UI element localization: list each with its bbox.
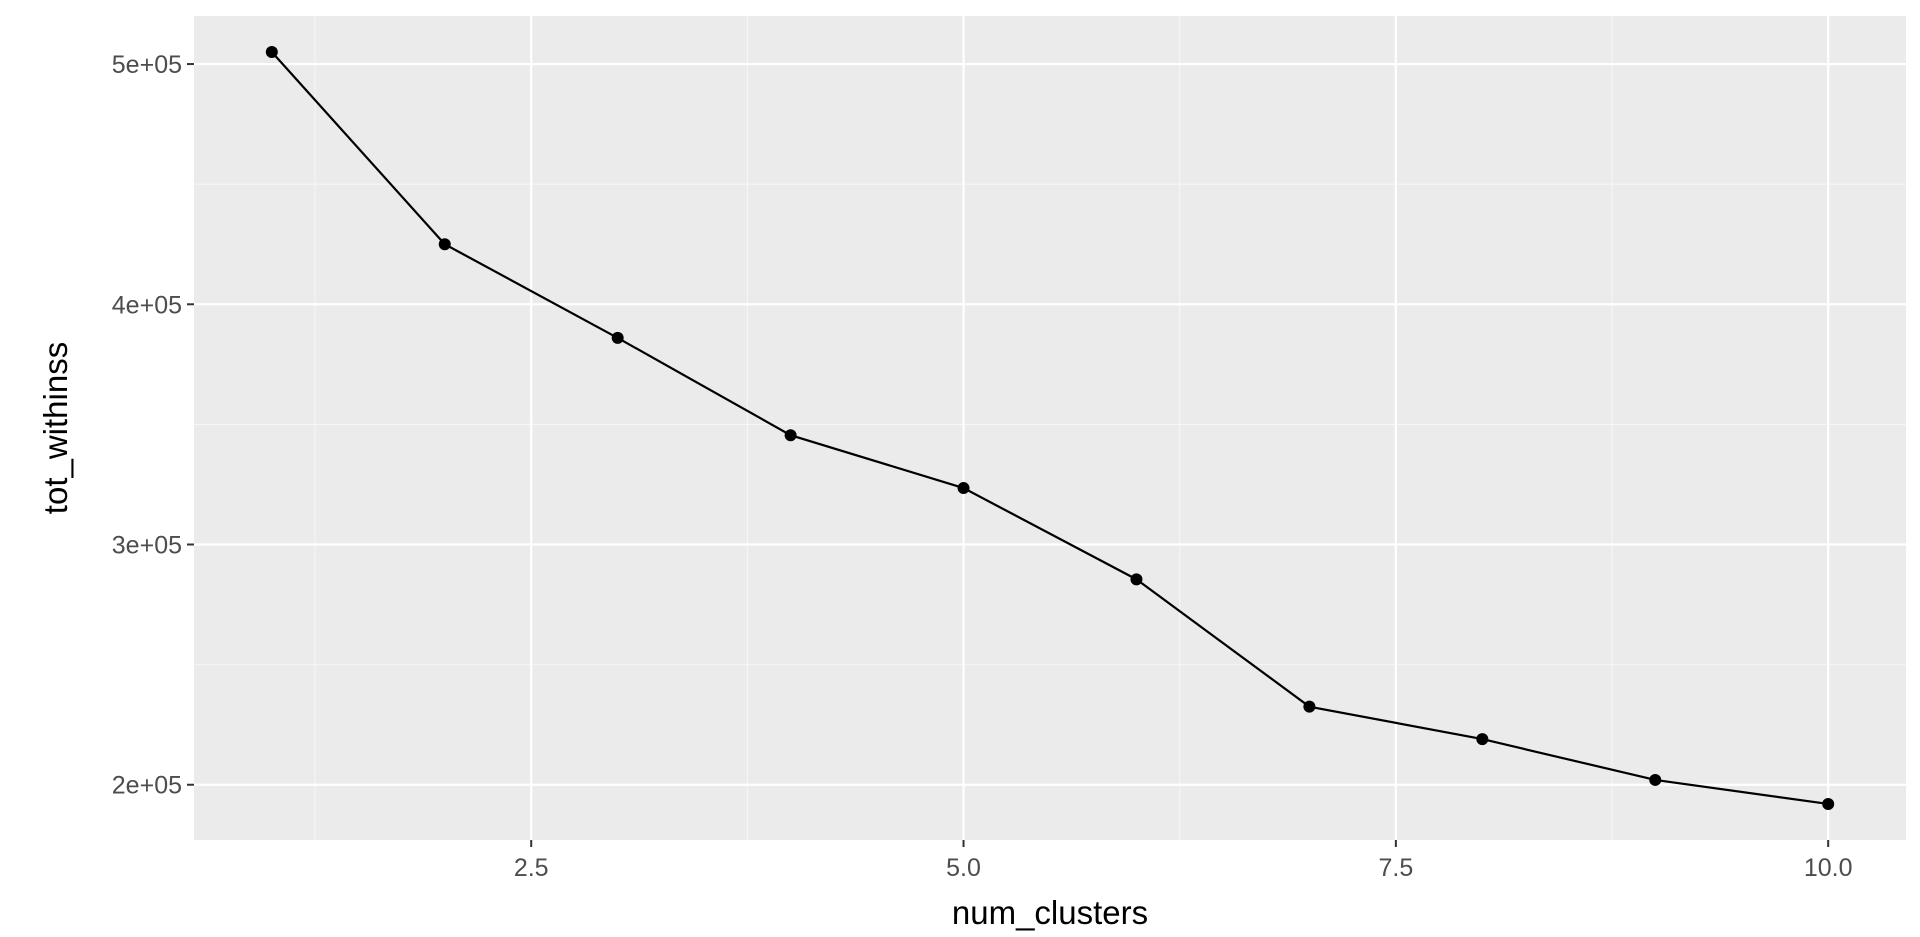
data-point — [957, 482, 970, 495]
x-axis-title: num_clusters — [952, 894, 1148, 931]
x-tick-label: 5.0 — [946, 854, 981, 882]
plot-panel — [194, 16, 1906, 840]
data-point — [438, 238, 451, 251]
data-point — [784, 429, 797, 442]
major-gridlines — [194, 16, 1906, 840]
data-point — [1476, 733, 1489, 746]
series-line — [271, 51, 1829, 806]
data-point — [1303, 700, 1316, 713]
minor-gridlines — [194, 16, 1906, 840]
axes: 2.5 5.0 7.5 10.0 2e+05 3e+05 4e+05 5e+05 — [112, 51, 1853, 882]
series-layer — [265, 46, 1835, 810]
x-tick-label: 7.5 — [1378, 854, 1413, 882]
data-point — [1822, 797, 1835, 810]
data-point — [265, 46, 278, 59]
data-point — [611, 331, 624, 344]
data-point — [1649, 773, 1662, 786]
y-axis-title: tot_withinss — [37, 342, 74, 514]
y-tick-label: 4e+05 — [112, 291, 182, 319]
data-point — [1130, 573, 1143, 586]
y-tick-label: 3e+05 — [112, 532, 182, 560]
y-tick-label: 2e+05 — [112, 772, 182, 800]
x-tick-label: 2.5 — [514, 854, 549, 882]
y-tick-label: 5e+05 — [112, 51, 182, 79]
x-tick-label: 10.0 — [1804, 854, 1853, 882]
